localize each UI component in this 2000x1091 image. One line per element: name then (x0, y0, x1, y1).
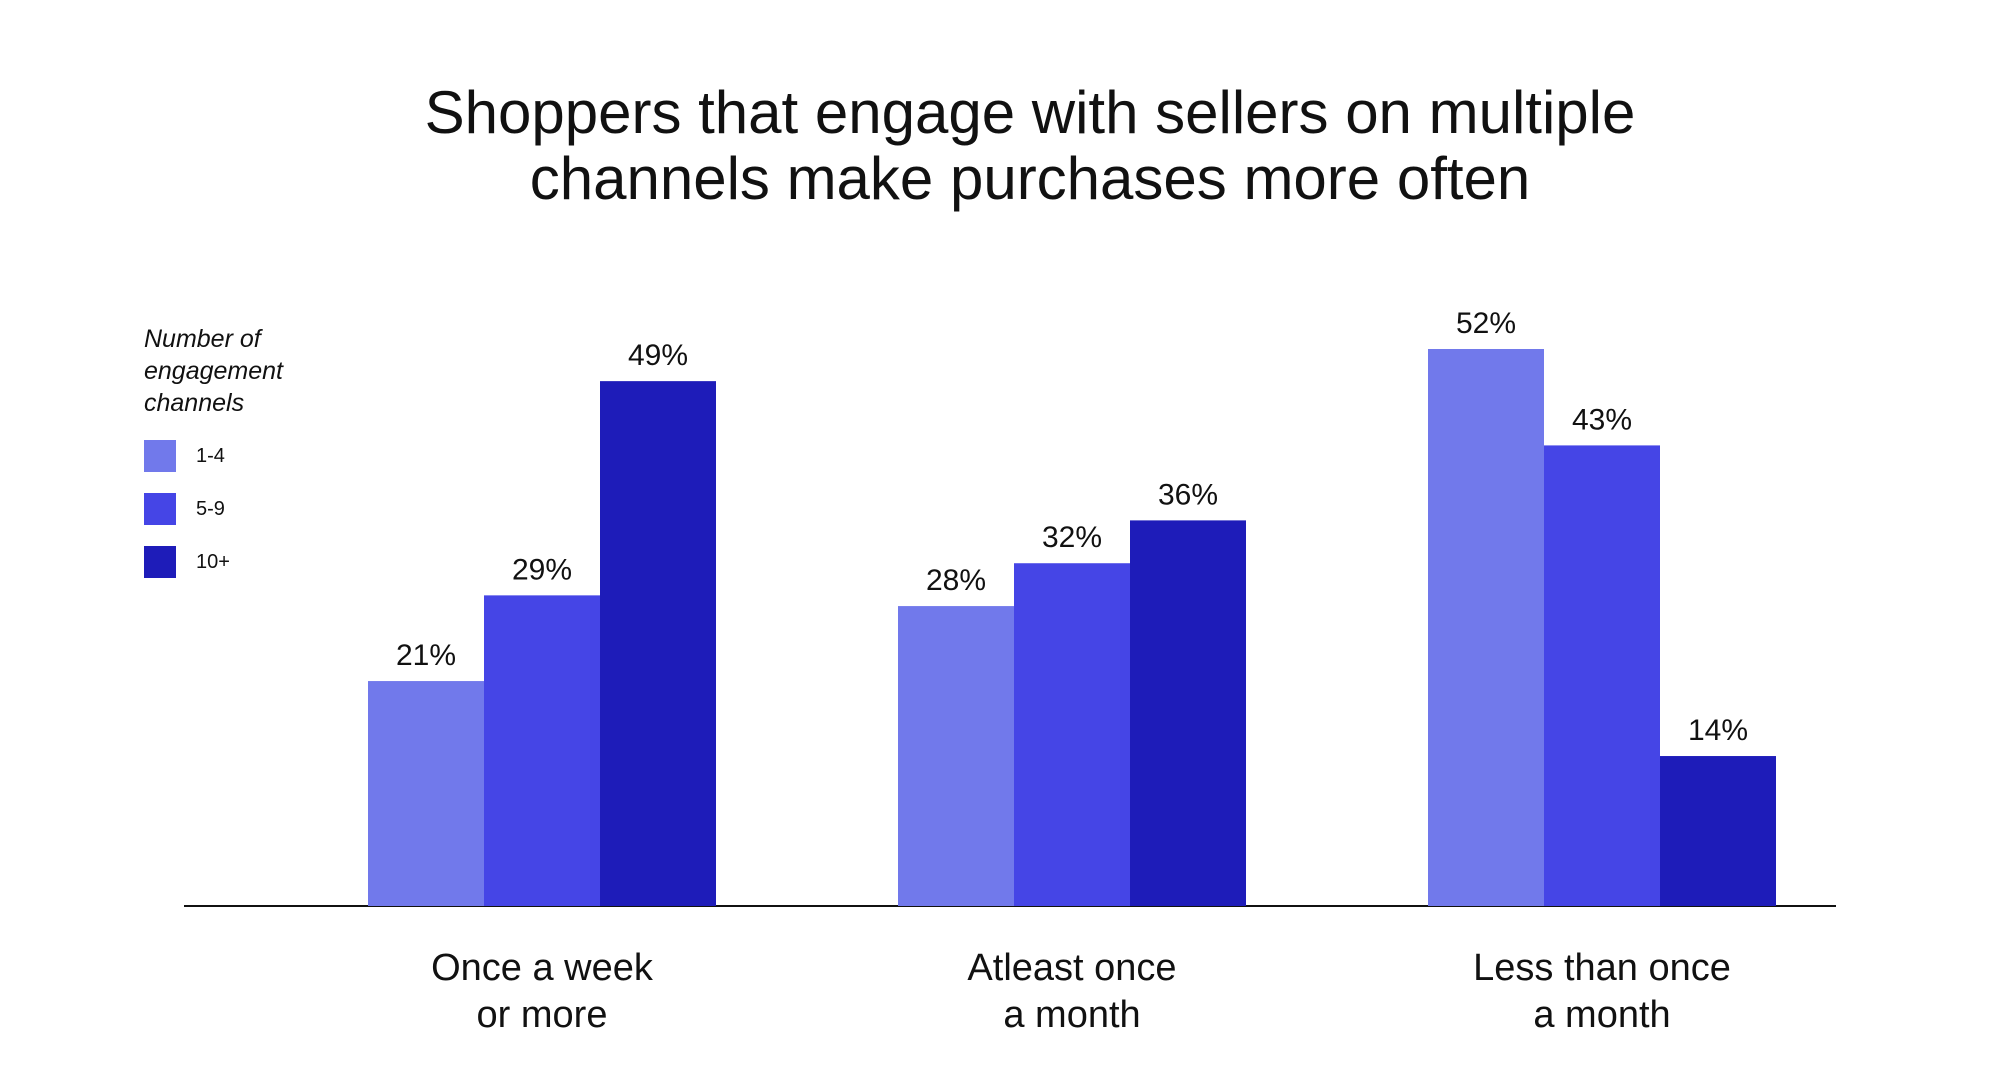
data-label-3-10-plus: 14% (1688, 714, 1748, 747)
legend-swatch-10-plus (144, 546, 176, 578)
legend-title-line-2: engagement (144, 357, 284, 385)
legend-swatch-5-9 (144, 493, 176, 525)
bar-3-1-4 (1428, 349, 1544, 906)
bar-1-10-plus (600, 381, 716, 906)
legend-label-1-4: 1-4 (196, 444, 225, 467)
chart-title: Shoppers that engage with sellers on mul… (0, 80, 2000, 212)
category-label-2-line-1: Atleast once (967, 947, 1176, 989)
legend-title-line-1: Number of (144, 325, 261, 353)
data-label-3-1-4: 52% (1456, 307, 1516, 340)
data-label-1-10-plus: 49% (628, 339, 688, 372)
category-label-1-line-1: Once a week (431, 947, 654, 989)
bar-3-10-plus (1660, 756, 1776, 906)
category-label-1-line-2: or more (477, 994, 608, 1036)
bar-2-1-4 (898, 606, 1014, 906)
data-label-1-1-4: 21% (396, 639, 456, 672)
legend-swatch-1-4 (144, 440, 176, 472)
data-label-3-5-9: 43% (1572, 403, 1632, 436)
legend-item-1-4: 1-4 (144, 440, 344, 472)
category-label-3-line-1: Less than once (1473, 947, 1731, 989)
bar-2-10-plus (1130, 520, 1246, 906)
data-label-2-10-plus: 36% (1158, 478, 1218, 511)
legend-item-10-plus: 10+ (144, 546, 344, 578)
category-label-2-line-2: a month (1003, 994, 1140, 1036)
legend-item-5-9: 5-9 (144, 493, 344, 525)
legend-title: Number of engagement channels (144, 323, 344, 419)
legend-label-10-plus: 10+ (196, 550, 230, 573)
data-label-1-5-9: 29% (512, 553, 572, 586)
bar-1-5-9 (484, 595, 600, 906)
data-label-2-5-9: 32% (1042, 521, 1102, 554)
chart-title-line-1: Shoppers that engage with sellers on mul… (424, 79, 1636, 146)
bar-1-1-4 (368, 681, 484, 906)
bar-2-5-9 (1014, 563, 1130, 906)
legend-label-5-9: 5-9 (196, 497, 225, 520)
bar-3-5-9 (1544, 445, 1660, 906)
data-label-2-1-4: 28% (926, 564, 986, 597)
legend-title-line-3: channels (144, 389, 245, 417)
chart-title-line-2: channels make purchases more often (529, 145, 1531, 212)
legend: Number of engagement channels 1-4 5-9 10… (144, 323, 344, 578)
category-label-3-line-2: a month (1533, 994, 1670, 1036)
